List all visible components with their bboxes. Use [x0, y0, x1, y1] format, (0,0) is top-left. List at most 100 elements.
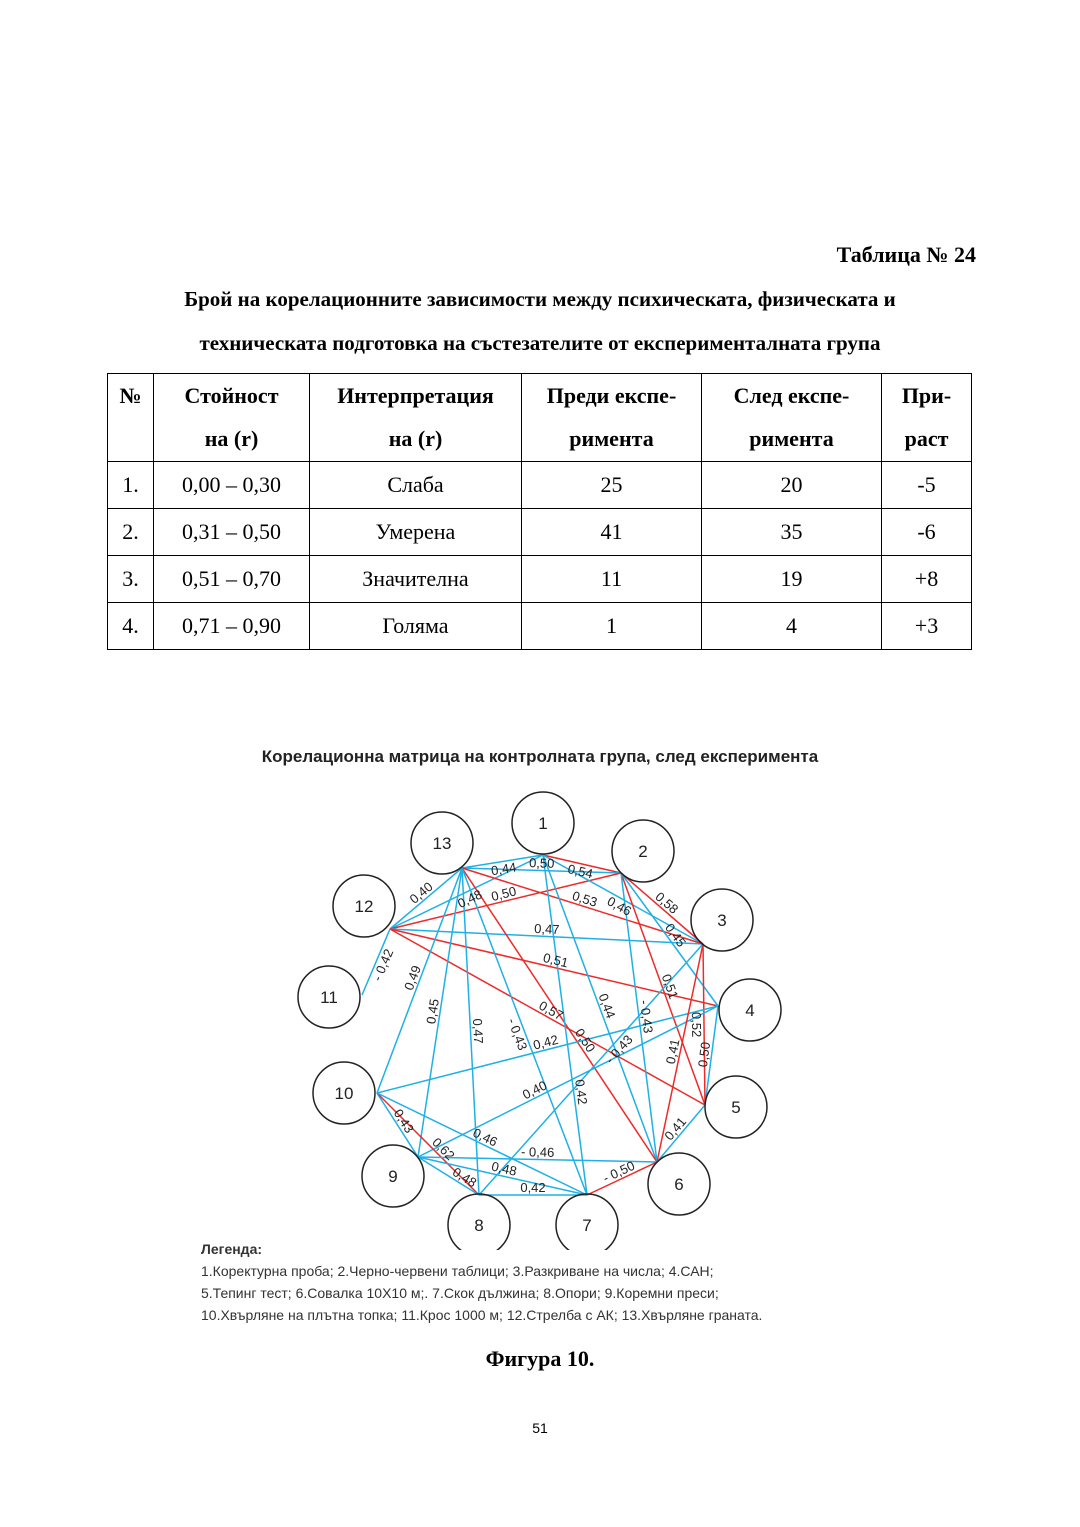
edge-label: - 0,43	[637, 999, 656, 1034]
table-cell: 0,31 – 0,50	[153, 508, 310, 556]
table-row: 2. 0,31 – 0,50 Умерена 41 35 -6	[107, 508, 972, 556]
edge-12-4	[389, 928, 719, 1007]
table-number: Таблица № 24	[836, 242, 976, 267]
node-4: 4	[718, 978, 782, 1042]
edge-label: - 0,50	[601, 1158, 637, 1186]
node-circle	[332, 874, 396, 938]
table-cell: 2.	[107, 508, 154, 556]
edge-label: 0,50	[490, 883, 518, 904]
table-cell: +3	[881, 602, 972, 650]
edge-12-13	[389, 867, 463, 930]
node-5: 5	[704, 1075, 768, 1139]
column-header-line: Интерпретация	[337, 383, 494, 408]
column-header-line: на (r)	[388, 426, 443, 451]
table-cell: 0,51 – 0,70	[153, 555, 310, 603]
column-header-line: №	[119, 383, 142, 408]
node-10: 10	[312, 1061, 376, 1125]
edge-13-10	[376, 867, 463, 1094]
node-circle	[297, 965, 361, 1029]
edge-3-5	[702, 943, 706, 1106]
table-cell: 3.	[107, 555, 154, 603]
edge-label: 0,54	[566, 861, 594, 881]
table-cell: +8	[881, 555, 972, 603]
edge-13-9	[417, 867, 463, 1158]
node-label: 10	[335, 1084, 354, 1103]
edge-9-7	[417, 1156, 588, 1196]
edge-10-8	[376, 1092, 480, 1196]
node-label: 7	[582, 1216, 591, 1235]
column-header-line: римента	[569, 426, 654, 451]
edge-12-3	[389, 928, 704, 945]
edge-label: 0,51	[542, 950, 570, 970]
node-circle	[647, 1152, 711, 1216]
node-circle	[718, 978, 782, 1042]
node-circle	[410, 811, 474, 875]
column-header: Интерпретация на (r)	[309, 373, 522, 462]
table-cell: 19	[701, 555, 882, 603]
column-header-line: на (r)	[204, 426, 259, 451]
edge-label: 0,50	[529, 855, 555, 871]
edge-3-8	[478, 943, 704, 1196]
edge-10-7	[376, 1092, 588, 1196]
node-circle	[447, 1193, 511, 1250]
edge-4-5	[704, 1005, 719, 1106]
node-circle	[704, 1075, 768, 1139]
edge-label: 0,40	[407, 879, 436, 907]
edge-label: 0,58	[652, 889, 681, 917]
edge-label: 0,47	[470, 1018, 486, 1044]
node-label: 4	[745, 1001, 754, 1020]
table-header-row: № Стойност на (r) Интерпретация на (r) Преди …	[107, 373, 972, 462]
column-header-line: раст	[904, 426, 949, 451]
edge-label: - 0,43	[505, 1016, 531, 1052]
edge-label: 0,44	[490, 859, 517, 878]
node-11: 11	[297, 965, 361, 1029]
node-label: 11	[320, 988, 338, 1007]
edge-label: 0,47	[534, 921, 560, 937]
edge-1-7	[542, 854, 588, 1196]
table-cell: Голяма	[309, 602, 522, 650]
node-label: 6	[674, 1175, 683, 1194]
table-cell: 0,71 – 0,90	[153, 602, 310, 650]
edge-4-9	[417, 1005, 719, 1158]
edge-13-1	[461, 854, 544, 869]
edge-2-4	[620, 872, 719, 1007]
column-header-line: След експе-	[733, 383, 850, 408]
edge-2-3	[620, 872, 704, 945]
edge-1-3	[542, 854, 704, 945]
edge-label: 0,48	[490, 1159, 518, 1179]
correlation-count-table: № Стойност на (r) Интерпретация на (r) Преди …	[107, 373, 972, 650]
column-header: Стойност на (r)	[153, 373, 310, 462]
table-cell: 4.	[107, 602, 154, 650]
figure-title: Корелационна матрица на контролната груп…	[261, 747, 819, 766]
edge-13-7	[461, 867, 588, 1196]
table-cell: 1.	[107, 461, 154, 509]
column-header-line: При-	[901, 383, 952, 408]
table-caption-line-1: Брой на корелационните зависимости между…	[184, 287, 896, 311]
edge-6-5	[656, 1104, 706, 1163]
node-circle	[555, 1193, 619, 1250]
edge-1-6	[542, 854, 658, 1163]
edge-4-10	[376, 1005, 719, 1094]
edge-label: 0,41	[663, 1038, 683, 1066]
node-label: 13	[433, 834, 452, 853]
legend-line: 10.Хвърляне на плътна топка; 11.Крос 100…	[201, 1307, 763, 1323]
legend-title: Легенда:	[201, 1241, 263, 1257]
table-cell: 41	[521, 508, 702, 556]
edge-label: 0,42	[532, 1032, 560, 1053]
table-cell: Значителна	[309, 555, 522, 603]
table-caption-line-2: техническата подготовка на състезателите…	[199, 331, 881, 355]
correlation-graph: 0,44 0,540,580,40 0,480,500,50 0,460,470,53…	[297, 791, 782, 1250]
edge-label: 0,53	[570, 888, 599, 910]
node-label: 2	[638, 842, 647, 861]
edge-12-2	[389, 872, 622, 930]
node-circle	[361, 1144, 425, 1208]
edge-label: 0,42	[520, 1180, 545, 1195]
node-label: 12	[355, 897, 374, 916]
table-cell: 20	[701, 461, 882, 509]
edge-9-8	[417, 1156, 480, 1196]
node-circle	[611, 819, 675, 883]
edge-12-1	[389, 854, 544, 930]
node-label: 9	[388, 1167, 397, 1186]
figure-caption: Фигура 10.	[485, 1346, 595, 1371]
